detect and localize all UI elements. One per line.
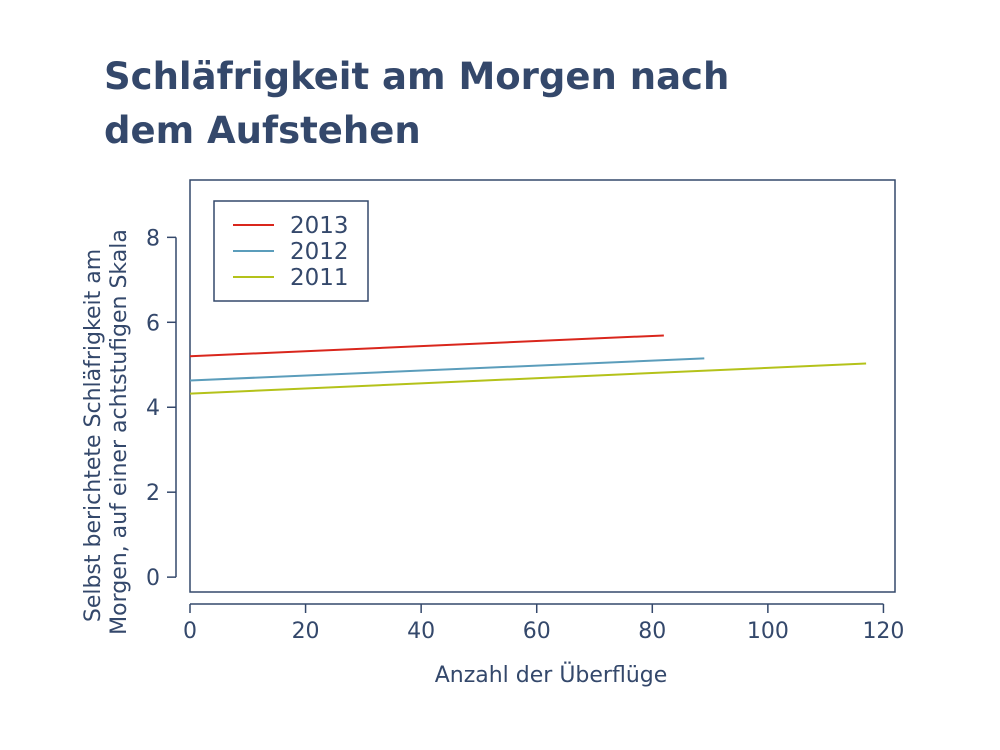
y-axis-title-line-2: Morgen, auf einer achtstufigen Skala <box>107 229 132 635</box>
chart-title: Schläfrigkeit am Morgen nach dem Aufsteh… <box>104 55 730 152</box>
legend-label-2011: 2011 <box>290 265 349 291</box>
x-tick-label: 0 <box>183 619 197 644</box>
x-tick-label: 20 <box>292 619 320 644</box>
plot-frame <box>189 179 896 593</box>
y-axis: 0 2 4 6 8 <box>146 226 177 591</box>
series-line-2013 <box>189 334 664 358</box>
legend-label-2012: 2012 <box>290 239 349 265</box>
x-axis: 0 20 40 60 80 100 120 <box>183 603 904 644</box>
x-tick-label: 120 <box>862 619 904 644</box>
y-tick-label: 4 <box>146 396 160 421</box>
y-axis-title: Selbst berichtete Schläfrigkeit am Morge… <box>81 229 132 635</box>
legend-label-2013: 2013 <box>290 213 349 239</box>
x-axis-title: Anzahl der Überflüge <box>435 662 668 688</box>
y-tick-label: 2 <box>146 481 160 506</box>
series-line-2011 <box>189 362 867 395</box>
y-tick-label: 6 <box>146 311 160 336</box>
series-lines <box>189 334 867 395</box>
y-tick-label: 8 <box>146 226 160 251</box>
y-tick-label: 0 <box>146 566 160 591</box>
x-tick-label: 100 <box>747 619 789 644</box>
x-tick-label: 60 <box>523 619 551 644</box>
x-tick-label: 40 <box>407 619 435 644</box>
y-axis-title-line-1: Selbst berichtete Schläfrigkeit am <box>81 249 106 622</box>
series-line-2012 <box>189 357 705 382</box>
x-tick-label: 80 <box>638 619 666 644</box>
